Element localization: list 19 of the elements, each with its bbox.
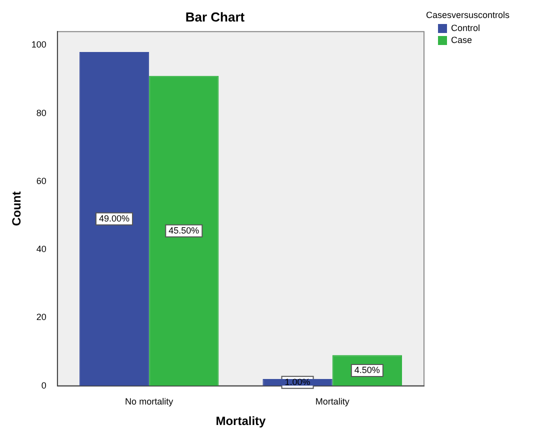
annotation: 1.00% xyxy=(284,376,310,387)
annotation: 4.50% xyxy=(354,364,380,375)
y-tick-label: 100 xyxy=(31,40,46,50)
y-tick-label: 80 xyxy=(36,108,46,118)
bar xyxy=(79,52,150,386)
y-tick-label: 40 xyxy=(36,244,46,254)
y-tick-label: 60 xyxy=(36,176,46,186)
legend-label: Case xyxy=(451,35,472,45)
x-tick-label: No mortality xyxy=(125,396,174,407)
legend-label: Control xyxy=(451,23,480,33)
y-tick-label: 0 xyxy=(41,380,46,390)
chart-title: Bar Chart xyxy=(185,9,246,24)
y-axis-title: Count xyxy=(10,191,24,226)
annotation: 45.50% xyxy=(168,225,200,236)
x-axis-title: Mortality xyxy=(216,414,266,428)
legend-title: Casesversuscontrols xyxy=(426,10,511,20)
bar xyxy=(149,76,219,386)
y-tick-label: 20 xyxy=(36,312,46,322)
annotation: 49.00% xyxy=(98,213,130,224)
